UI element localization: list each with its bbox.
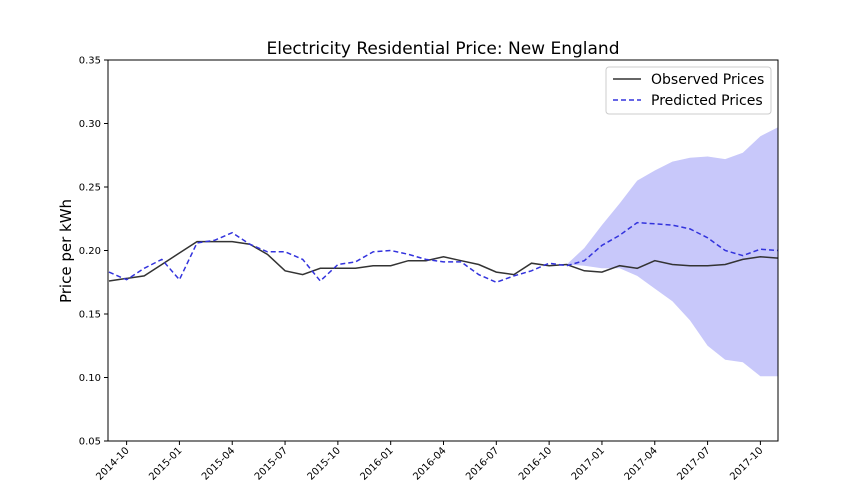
x-tick-label: 2015-10: [306, 445, 343, 482]
y-tick-label: 0.15: [79, 310, 101, 321]
legend-label-observed: Observed Prices: [651, 72, 764, 88]
y-tick-label: 0.30: [79, 119, 101, 130]
y-axis-ticks: 0.05 0.10 0.15 0.20 0.25 0.30 0.35: [79, 56, 108, 448]
x-tick-label: 2014-10: [94, 445, 131, 482]
x-tick-label: 2017-07: [675, 445, 712, 482]
x-tick-label: 2015-04: [200, 445, 237, 482]
confidence-band: [566, 127, 778, 377]
y-axis-label: Price per kWh: [57, 199, 75, 303]
series-line-observed: [108, 240, 779, 282]
legend: Observed Prices Predicted Prices: [605, 66, 772, 115]
y-tick-label: 0.10: [79, 373, 101, 384]
series-line-predicted: [108, 221, 779, 284]
chart-title: Electricity Residential Price: New Engla…: [267, 39, 620, 59]
series-lines-layer: [108, 221, 779, 284]
x-tick-label: 2017-01: [570, 445, 607, 482]
x-tick-label: 2015-07: [253, 445, 290, 482]
y-tick-label: 0.35: [79, 56, 101, 67]
x-tick-label: 2016-10: [517, 445, 554, 482]
y-tick-label: 0.25: [79, 183, 101, 194]
x-tick-label: 2016-07: [464, 445, 501, 482]
y-tick-label: 0.20: [79, 246, 101, 257]
legend-label-predicted: Predicted Prices: [651, 93, 763, 109]
x-tick-label: 2017-10: [728, 445, 765, 482]
x-tick-label: 2016-01: [358, 445, 395, 482]
y-tick-label: 0.05: [79, 437, 101, 448]
x-tick-label: 2015-01: [147, 445, 184, 482]
confidence-band-layer: [566, 127, 778, 377]
x-tick-label: 2017-04: [623, 445, 660, 482]
x-tick-label: 2016-04: [411, 445, 448, 482]
x-axis-ticks: 2014-10 2015-01 2015-04 2015-07 2015-10 2016-…: [94, 441, 766, 483]
legend-box: [605, 66, 772, 115]
